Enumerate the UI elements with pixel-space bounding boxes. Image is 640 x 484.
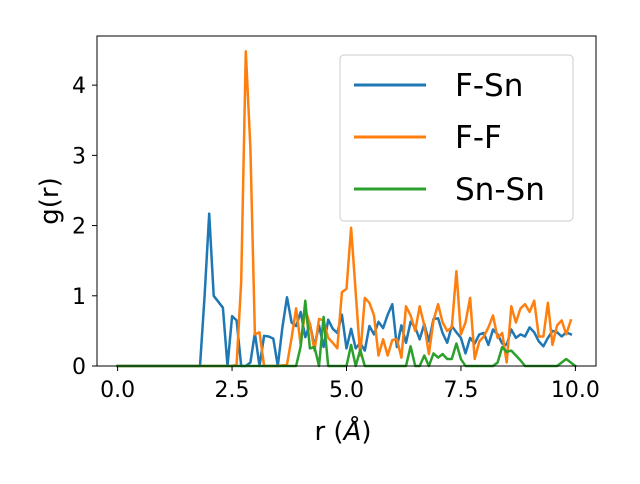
x-tick-label: 10.0 <box>551 378 600 403</box>
plot-layer <box>116 50 578 368</box>
legend-box <box>339 54 574 222</box>
legend-label-f-f: F-F <box>455 120 502 156</box>
y-tick-label: 4 <box>72 74 86 99</box>
x-tick-label: 7.5 <box>443 378 478 403</box>
x-tick-label: 5.0 <box>329 378 364 403</box>
y-tick-label: 1 <box>72 285 86 310</box>
x-tick-label: 0.0 <box>100 378 135 403</box>
legend-label-f-sn: F-Sn <box>455 68 523 104</box>
axis-layer: 0.0 2.5 5.0 7.5 10.0 0 1 2 3 4 <box>72 35 600 403</box>
legend-label-sn-sn: Sn-Sn <box>455 172 545 208</box>
y-tick-label: 3 <box>72 144 86 169</box>
series-line-sn-sn <box>116 299 578 368</box>
x-tick-label: 2.5 <box>215 378 250 403</box>
series-line-f-f <box>116 50 573 368</box>
legend: F-Sn F-F Sn-Sn <box>339 54 574 222</box>
y-tick-label: 0 <box>72 355 86 380</box>
y-axis-label: g(r) <box>35 177 65 224</box>
x-axis-label: r (Å) <box>314 415 371 447</box>
y-tick-label: 2 <box>72 215 86 240</box>
